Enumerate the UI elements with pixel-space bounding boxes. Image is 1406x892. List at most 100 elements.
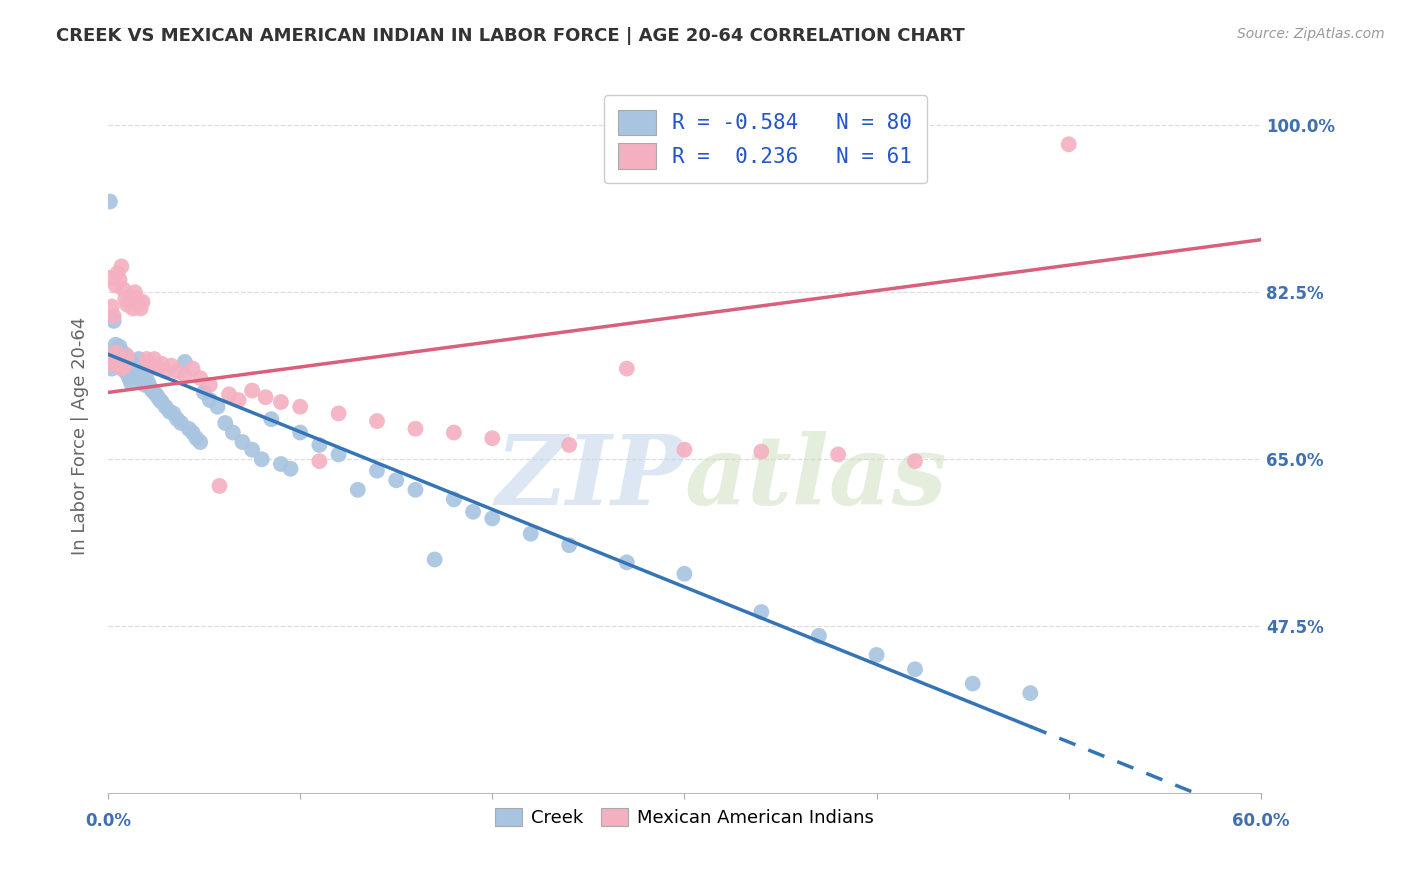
- Point: [254, 390, 277, 404]
- Text: ZIP: ZIP: [495, 432, 685, 525]
- Point: [207, 400, 229, 414]
- Point: [114, 347, 136, 361]
- Point: [128, 298, 150, 312]
- Point: [173, 355, 195, 369]
- Point: [108, 359, 131, 373]
- Point: [98, 352, 121, 367]
- Point: [193, 385, 215, 400]
- Point: [103, 349, 125, 363]
- Point: [904, 662, 927, 676]
- Point: [443, 425, 465, 440]
- Point: [222, 425, 245, 440]
- Legend: Creek, Mexican American Indians: Creek, Mexican American Indians: [488, 801, 882, 834]
- Point: [218, 387, 240, 401]
- Point: [98, 194, 121, 209]
- Point: [166, 364, 188, 378]
- Point: [124, 285, 146, 300]
- Point: [134, 377, 156, 392]
- Point: [110, 361, 132, 376]
- Point: [150, 357, 173, 371]
- Point: [461, 505, 484, 519]
- Point: [177, 422, 200, 436]
- Point: [110, 355, 132, 369]
- Point: [125, 364, 148, 378]
- Point: [288, 425, 311, 440]
- Point: [98, 271, 121, 285]
- Point: [104, 357, 127, 371]
- Point: [366, 464, 388, 478]
- Point: [146, 361, 169, 376]
- Point: [181, 361, 204, 376]
- Point: [129, 301, 152, 316]
- Point: [1019, 686, 1042, 700]
- Point: [150, 395, 173, 409]
- Point: [138, 376, 160, 390]
- Point: [115, 352, 138, 367]
- Point: [346, 483, 368, 497]
- Point: [188, 371, 211, 385]
- Point: [124, 361, 146, 376]
- Point: [228, 393, 250, 408]
- Point: [101, 357, 124, 371]
- Text: Source: ZipAtlas.com: Source: ZipAtlas.com: [1237, 27, 1385, 41]
- Point: [166, 412, 188, 426]
- Point: [673, 566, 696, 581]
- Point: [250, 452, 273, 467]
- Point: [385, 473, 408, 487]
- Point: [129, 368, 152, 383]
- Point: [616, 361, 638, 376]
- Point: [404, 483, 426, 497]
- Point: [125, 292, 148, 306]
- Point: [110, 345, 132, 359]
- Point: [328, 406, 350, 420]
- Point: [131, 374, 153, 388]
- Point: [865, 648, 887, 662]
- Point: [120, 359, 142, 373]
- Point: [135, 352, 157, 367]
- Point: [103, 314, 125, 328]
- Point: [108, 357, 131, 371]
- Point: [143, 385, 166, 400]
- Point: [404, 422, 426, 436]
- Point: [120, 376, 142, 390]
- Point: [122, 301, 145, 316]
- Point: [155, 364, 177, 378]
- Point: [186, 431, 208, 445]
- Point: [103, 352, 125, 367]
- Point: [616, 555, 638, 569]
- Point: [366, 414, 388, 428]
- Point: [160, 359, 183, 373]
- Point: [749, 444, 772, 458]
- Point: [181, 425, 204, 440]
- Point: [188, 435, 211, 450]
- Point: [112, 349, 135, 363]
- Point: [104, 278, 127, 293]
- Point: [107, 352, 129, 367]
- Point: [139, 381, 162, 395]
- Point: [328, 448, 350, 462]
- Point: [749, 605, 772, 619]
- Point: [128, 352, 150, 367]
- Point: [1057, 137, 1080, 152]
- Point: [104, 337, 127, 351]
- Point: [118, 290, 141, 304]
- Point: [558, 538, 581, 552]
- Point: [198, 377, 221, 392]
- Point: [115, 298, 138, 312]
- Point: [115, 349, 138, 363]
- Point: [146, 390, 169, 404]
- Y-axis label: In Labor Force | Age 20-64: In Labor Force | Age 20-64: [72, 317, 89, 555]
- Point: [122, 357, 145, 371]
- Point: [481, 511, 503, 525]
- Point: [308, 438, 330, 452]
- Point: [112, 282, 135, 296]
- Point: [198, 393, 221, 408]
- Point: [115, 367, 138, 381]
- Point: [141, 384, 163, 398]
- Point: [240, 442, 263, 457]
- Point: [108, 340, 131, 354]
- Point: [107, 266, 129, 280]
- Text: atlas: atlas: [685, 432, 948, 525]
- Point: [231, 435, 253, 450]
- Point: [173, 368, 195, 383]
